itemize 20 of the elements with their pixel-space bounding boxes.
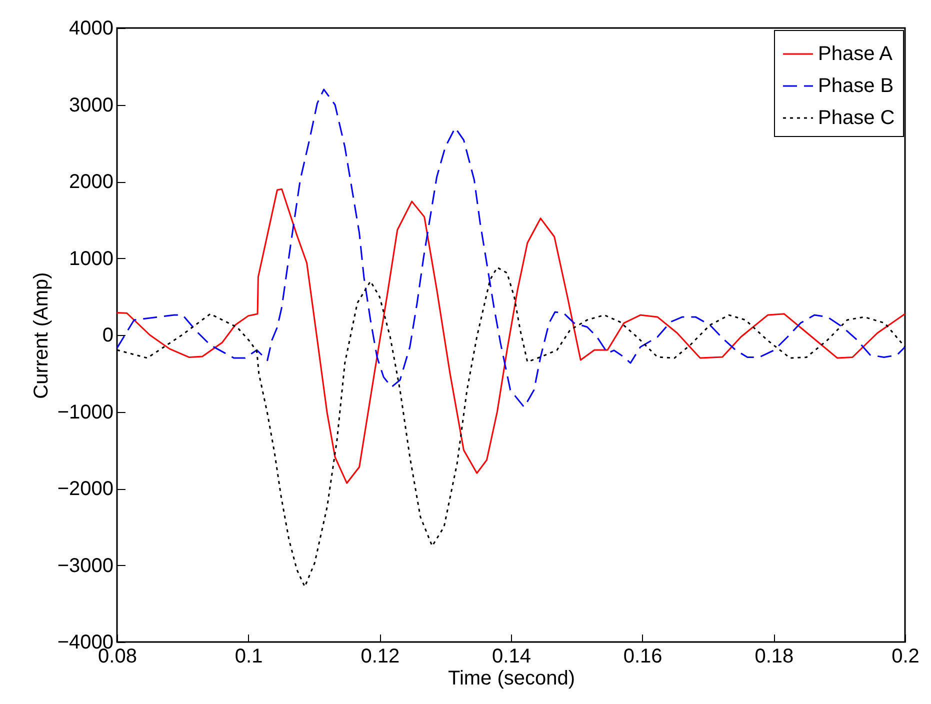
y-tick-label: 0 <box>102 324 114 346</box>
y-axis-title: Current (Amp) <box>30 272 52 399</box>
x-tick-label: 0.14 <box>492 646 531 668</box>
x-tick-label: 0.18 <box>754 646 794 668</box>
y-tick-label: 4000 <box>69 18 114 40</box>
legend-label: Phase C <box>818 107 895 129</box>
x-tick-label: 0.2 <box>892 646 920 668</box>
x-tick-label: 0.12 <box>360 646 400 668</box>
legend-label: Phase A <box>818 43 894 65</box>
line-series <box>116 188 906 484</box>
legend-label: Phase B <box>818 75 894 97</box>
x-tick-label: 0.1 <box>234 646 263 668</box>
y-tick-label: 1000 <box>69 248 114 270</box>
y-tick-label: 3000 <box>69 94 114 116</box>
y-tick-label: 2000 <box>69 171 114 193</box>
x-tick-label: 0.16 <box>623 646 662 668</box>
y-tick-label: −2000 <box>57 478 114 500</box>
x-axis-title: Time (second) <box>448 668 576 690</box>
y-tick-label: −3000 <box>57 554 114 577</box>
y-tick-label: −1000 <box>57 401 114 424</box>
